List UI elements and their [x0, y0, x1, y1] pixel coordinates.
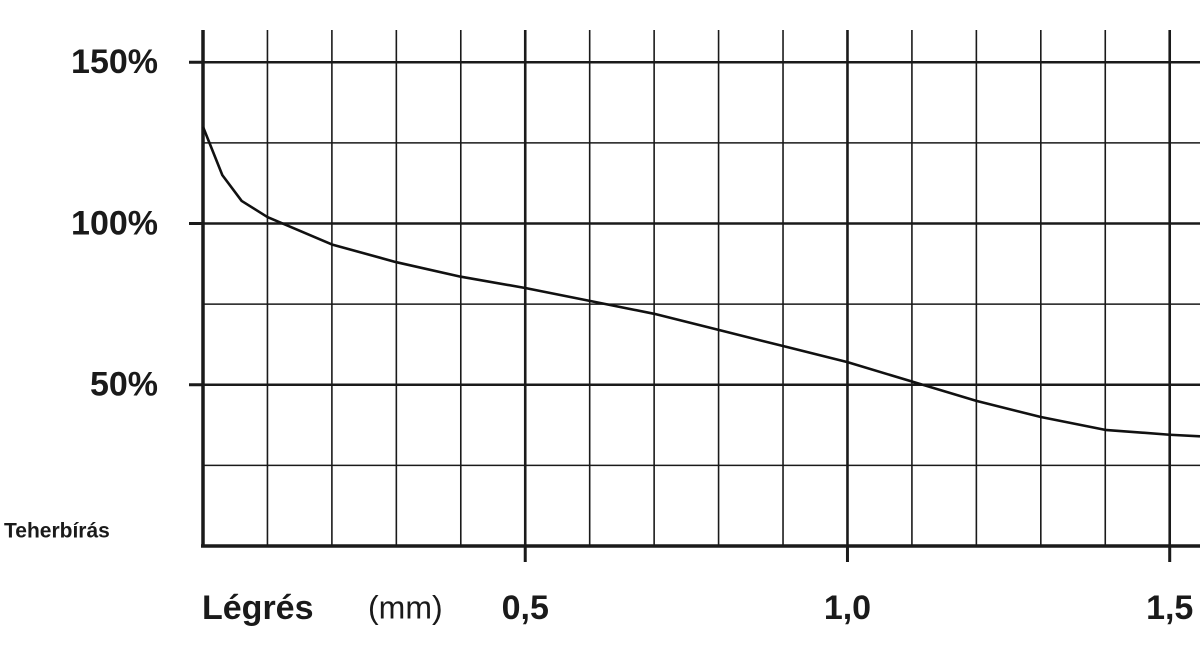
x-tick-label: 1,5: [1146, 589, 1193, 627]
y-axis-label: Teherbírás: [4, 520, 110, 543]
curve: [201, 126, 1200, 438]
x-axis-label: Légrés: [202, 589, 314, 627]
y-tick-label: 150%: [71, 43, 158, 81]
x-tick-label: 1,0: [824, 589, 871, 627]
x-tick-label: 0,5: [502, 589, 549, 627]
y-tick-label: 100%: [71, 204, 158, 242]
y-tick-label: 50%: [90, 366, 158, 404]
x-axis-unit: (mm): [368, 589, 443, 625]
